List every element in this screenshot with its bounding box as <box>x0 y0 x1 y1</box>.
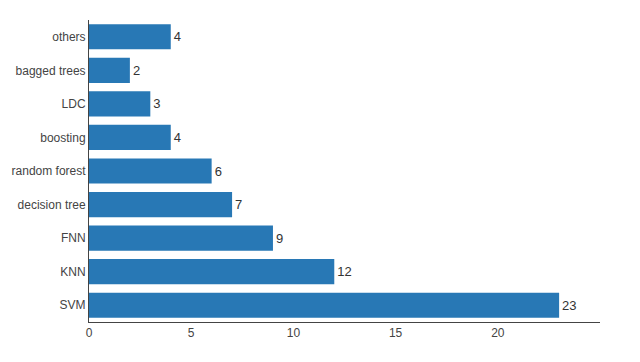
svg-text:3: 3 <box>153 96 160 111</box>
svg-text:decision tree: decision tree <box>18 198 86 212</box>
svg-text:12: 12 <box>337 264 351 279</box>
svg-text:0: 0 <box>86 326 93 340</box>
svg-text:KNN: KNN <box>60 265 85 279</box>
svg-text:20: 20 <box>491 326 505 340</box>
svg-text:15: 15 <box>389 326 403 340</box>
svg-text:5: 5 <box>188 326 195 340</box>
svg-text:2: 2 <box>133 63 140 78</box>
svg-text:bagged trees: bagged trees <box>16 64 86 78</box>
svg-text:others: others <box>52 30 85 44</box>
svg-text:SVM: SVM <box>60 298 86 312</box>
svg-text:23: 23 <box>562 298 576 313</box>
svg-text:random forest: random forest <box>12 164 87 178</box>
svg-text:LDC: LDC <box>62 97 86 111</box>
svg-text:4: 4 <box>174 29 181 44</box>
svg-text:10: 10 <box>287 326 301 340</box>
svg-text:9: 9 <box>276 231 283 246</box>
svg-text:FNN: FNN <box>61 231 86 245</box>
svg-text:7: 7 <box>235 197 242 212</box>
svg-text:6: 6 <box>215 164 222 179</box>
svg-text:4: 4 <box>174 130 181 145</box>
svg-text:boosting: boosting <box>40 131 85 145</box>
